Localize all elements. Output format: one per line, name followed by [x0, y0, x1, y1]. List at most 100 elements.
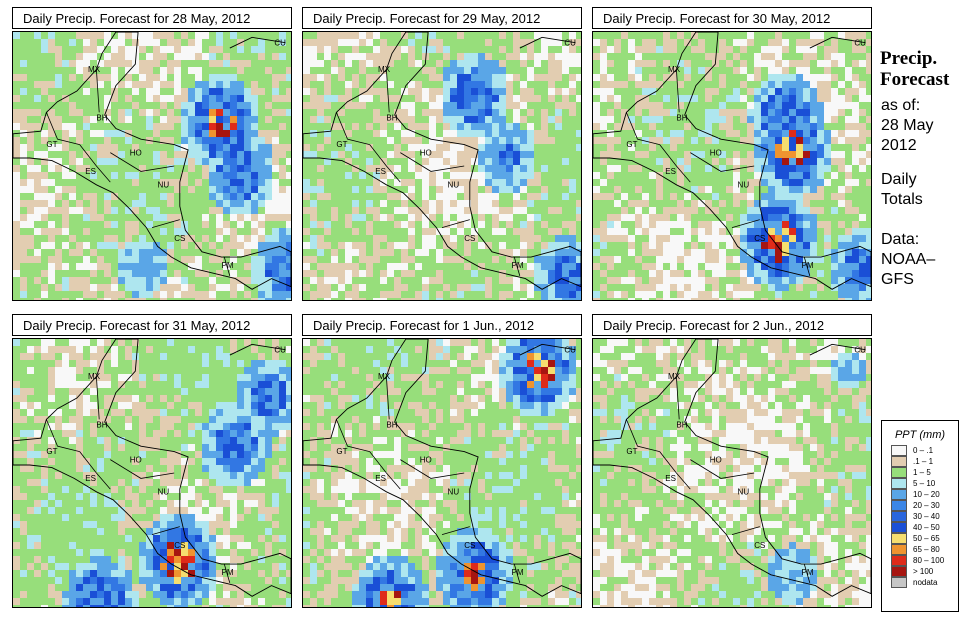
- precip-cell: [471, 249, 478, 256]
- precip-cell: [803, 144, 810, 151]
- precip-cell: [146, 130, 153, 137]
- precip-cell: [209, 228, 216, 235]
- precip-cell: [803, 137, 810, 144]
- precip-cell: [188, 81, 195, 88]
- precip-cell: [464, 151, 471, 158]
- precip-cell: [513, 270, 520, 277]
- precip-cell: [534, 130, 541, 137]
- precip-cell: [324, 235, 331, 242]
- precip-cell: [153, 479, 160, 486]
- precip-cell: [195, 193, 202, 200]
- precip-cell: [642, 151, 649, 158]
- precip-cell: [824, 235, 831, 242]
- precip-cell: [160, 235, 167, 242]
- precip-cell: [691, 32, 698, 39]
- precip-cell: [670, 123, 677, 130]
- precip-cell: [576, 207, 581, 214]
- precip-cell: [76, 367, 83, 374]
- country-label-mx: MX: [378, 65, 391, 74]
- precip-cell: [789, 144, 796, 151]
- precip-cell: [719, 158, 726, 165]
- precip-cell: [111, 116, 118, 123]
- precip-cell: [555, 151, 562, 158]
- precip-cell: [576, 228, 581, 235]
- precip-cell: [555, 263, 562, 270]
- country-borders: [336, 69, 521, 277]
- precip-cell: [450, 277, 457, 284]
- precip-cell: [373, 284, 380, 291]
- precip-cell: [607, 291, 614, 298]
- precip-cell: [506, 116, 513, 123]
- precip-cell: [810, 137, 817, 144]
- precip-cell: [810, 60, 817, 67]
- precip-cell: [188, 151, 195, 158]
- precip-cell: [139, 437, 146, 444]
- precip-cell: [670, 53, 677, 60]
- precip-cell: [27, 284, 34, 291]
- precip-cell: [600, 193, 607, 200]
- precip-cell: [691, 130, 698, 137]
- precip-cell: [160, 402, 167, 409]
- precip-cell: [429, 256, 436, 263]
- precip-cell: [485, 67, 492, 74]
- precip-cell: [195, 409, 202, 416]
- precip-cell: [338, 46, 345, 53]
- precip-cell: [789, 235, 796, 242]
- precip-cell: [789, 116, 796, 123]
- precip-cell: [167, 228, 174, 235]
- precip-cell: [20, 60, 27, 67]
- precip-cell: [733, 109, 740, 116]
- precip-cell: [555, 284, 562, 291]
- precip-cell: [244, 451, 251, 458]
- precip-cell: [527, 228, 534, 235]
- precip-cell: [810, 39, 817, 46]
- precip-cell: [831, 193, 838, 200]
- precip-cell: [866, 221, 871, 228]
- precip-cell: [223, 235, 230, 242]
- precip-cell: [824, 130, 831, 137]
- precip-cell: [415, 116, 422, 123]
- precip-cell: [83, 74, 90, 81]
- precip-cell: [817, 165, 824, 172]
- precip-cell: [845, 200, 852, 207]
- precip-cell: [499, 60, 506, 67]
- precip-cell: [520, 291, 527, 298]
- precip-cell: [401, 39, 408, 46]
- precip-cell: [576, 109, 581, 116]
- precip-cell: [684, 123, 691, 130]
- precip-cell: [331, 165, 338, 172]
- precip-cell: [286, 214, 291, 221]
- precip-cell: [712, 172, 719, 179]
- precip-cell: [62, 67, 69, 74]
- precip-cell: [705, 291, 712, 298]
- precip-cell: [359, 144, 366, 151]
- precip-cell: [104, 144, 111, 151]
- precip-cell: [132, 109, 139, 116]
- precip-cell: [740, 256, 747, 263]
- precip-cell: [181, 109, 188, 116]
- precip-cell: [216, 416, 223, 423]
- precip-cell: [195, 270, 202, 277]
- precip-cell: [153, 458, 160, 465]
- precip-cell: [202, 158, 209, 165]
- precip-cell: [373, 60, 380, 67]
- precip-cell: [422, 207, 429, 214]
- precip-cell: [852, 60, 859, 67]
- precip-cell: [195, 207, 202, 214]
- precip-cell: [359, 165, 366, 172]
- precip-cell: [635, 46, 642, 53]
- precip-cell: [34, 395, 41, 402]
- precip-cell: [118, 151, 125, 158]
- precip-cell: [649, 256, 656, 263]
- precip-cell: [492, 263, 499, 270]
- precip-cell: [607, 81, 614, 88]
- precip-cell: [279, 486, 286, 493]
- precip-cell: [209, 207, 216, 214]
- precip-cell: [265, 507, 272, 514]
- precip-cell: [230, 53, 237, 60]
- precip-cell: [607, 263, 614, 270]
- precip-cell: [747, 88, 754, 95]
- precip-cell: [380, 221, 387, 228]
- precip-cell: [104, 88, 111, 95]
- precip-cell: [803, 200, 810, 207]
